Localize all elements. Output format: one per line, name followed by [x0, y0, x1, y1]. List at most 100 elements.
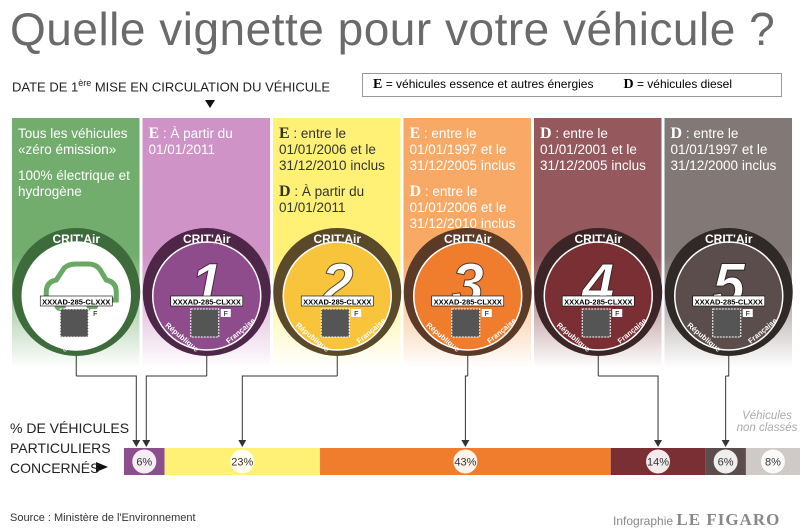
title: Quelle vignette pour votre véhicule ?: [10, 3, 776, 55]
legend-key: E: [373, 77, 383, 92]
entry-text: : entre le 01/01/2006 et le 31/12/2010 i…: [279, 126, 385, 173]
fuel: E: [148, 125, 160, 142]
arrowhead: [721, 440, 730, 447]
pointer: [205, 100, 215, 108]
qr-code: [59, 308, 89, 338]
flag: F: [93, 311, 97, 318]
column-text: D : entre le 01/01/2001 et le 31/12/2005…: [534, 118, 662, 184]
badge-number: 3: [452, 252, 484, 317]
plate-text: XXXAD-285-CLXXX: [173, 298, 241, 307]
badge-brand: CRIT'Air: [52, 232, 100, 246]
arrowhead: [654, 440, 663, 447]
entry-text: : À partir du 01/01/2011: [148, 126, 233, 157]
unclassified-label: Véhicules non classés: [736, 410, 798, 434]
flag-box: [612, 309, 623, 317]
legend-text: = véhicules diesel: [636, 77, 733, 91]
flag-box: [90, 309, 101, 317]
plate-text: XXXAD-285-CLXXX: [434, 298, 502, 307]
fuel: E: [279, 125, 290, 142]
label-bubble: [132, 449, 157, 474]
arrowhead: [461, 440, 470, 447]
entry-text: 100% électrique et hydrogène: [18, 168, 130, 199]
plate-text: XXXAD-285-CLXXX: [695, 298, 763, 307]
fuel: E: [409, 125, 421, 142]
flag: F: [615, 311, 619, 318]
plate: [170, 295, 244, 307]
column-text: E : entre le 01/01/1997 et le 31/12/2005…: [404, 118, 532, 242]
badge-number: 4: [581, 252, 614, 317]
badge-number: 2: [320, 252, 353, 317]
connector: [145, 375, 207, 444]
badge-brand: CRIT'Air: [574, 232, 622, 246]
plate: [692, 295, 766, 307]
text: ère: [78, 78, 92, 88]
entry: E : À partir du 01/01/2011: [149, 126, 267, 158]
flag: F: [224, 311, 228, 318]
source: Source : Ministère de l'Environnement: [10, 512, 196, 524]
text: MISE EN CIRCULATION DU VÉHICULE: [91, 79, 331, 95]
entry: D : entre le 01/01/2001 et le 31/12/2005…: [540, 126, 658, 174]
fuel: D: [409, 183, 422, 200]
badge-number: 1: [191, 252, 223, 317]
arrowhead: [142, 440, 151, 447]
entry: D : À partir du 01/01/2011: [279, 184, 397, 216]
badge-number: 5: [713, 252, 746, 317]
plate: [300, 295, 374, 307]
badge-brand: CRIT'Air: [444, 232, 492, 246]
entry: E : entre le 01/01/1997 et le 31/12/2005…: [410, 126, 528, 174]
entry-text: Tous les véhicules «zéro émission»: [18, 126, 128, 157]
label-bubble: [713, 449, 738, 474]
bar-label: 43%: [454, 457, 476, 469]
label-bubble: [453, 449, 478, 474]
fuel: D: [670, 125, 683, 142]
text: DATE DE 1: [12, 79, 79, 95]
plate-text: XXXAD-285-CLXXX: [303, 298, 371, 307]
badge-brand: CRIT'Air: [313, 232, 361, 246]
legend: E = véhicules essence et autres énergies…: [362, 73, 782, 97]
connector: [598, 375, 659, 444]
entry-text: : entre le 01/01/1997 et le 31/12/2000 i…: [670, 126, 777, 173]
badge-brand: CRIT'Air: [183, 232, 231, 246]
car-icon: [43, 261, 119, 303]
entry: D : entre le 01/01/2006 et le 31/12/2010…: [410, 184, 528, 232]
entry-text: : entre le 01/01/2006 et le 31/12/2010 i…: [409, 184, 516, 231]
column-text: E : À partir du 01/01/2011: [143, 118, 271, 168]
flag-box: [481, 309, 492, 317]
text: Infographie: [613, 514, 674, 528]
badge-brand: CRIT'Air: [705, 232, 753, 246]
plate: [561, 295, 635, 307]
arrowhead: [238, 440, 247, 447]
plate-text: XXXAD-285-CLXXX: [564, 298, 632, 307]
plate: [431, 295, 505, 307]
qr-code: [712, 308, 742, 338]
legend-item: D = véhicules diesel: [623, 77, 732, 93]
bar-label: 14%: [647, 457, 669, 469]
entry: E : entre le 01/01/2006 et le 31/12/2010…: [279, 126, 397, 174]
fuel: D: [540, 125, 552, 142]
legend-item: E = véhicules essence et autres énergies: [373, 77, 593, 93]
label-bubble: [760, 449, 785, 474]
legend-key: D: [623, 77, 634, 92]
plate-text: XXXAD-285-CLXXX: [42, 298, 110, 307]
connector: [464, 375, 468, 444]
entry: D : entre le 01/01/1997 et le 31/12/2000…: [671, 126, 789, 174]
column-text: E : entre le 01/01/2006 et le 31/12/2010…: [273, 118, 401, 226]
bar-label: 6%: [136, 457, 152, 469]
entry: Tous les véhicules «zéro émission»: [18, 126, 136, 158]
brand: LE FIGARO: [676, 510, 781, 529]
qr-code: [581, 308, 611, 338]
arrowhead: [132, 440, 141, 447]
connector: [76, 375, 137, 444]
connector: [725, 356, 730, 377]
entry-text: : entre le 01/01/2001 et le 31/12/2005 i…: [540, 126, 646, 173]
arrow: [96, 462, 108, 472]
plate: [39, 295, 113, 307]
qr-code: [451, 308, 481, 338]
column-text: Tous les véhicules «zéro émission» 100% é…: [12, 118, 140, 210]
entry-text: : entre le 01/01/1997 et le 31/12/2005 i…: [409, 126, 516, 173]
qr-code: [320, 308, 350, 338]
date-header: DATE DE 1ère MISE EN CIRCULATION DU VÉHI…: [12, 78, 330, 94]
label-line: % DE VÉHICULES: [10, 420, 130, 436]
